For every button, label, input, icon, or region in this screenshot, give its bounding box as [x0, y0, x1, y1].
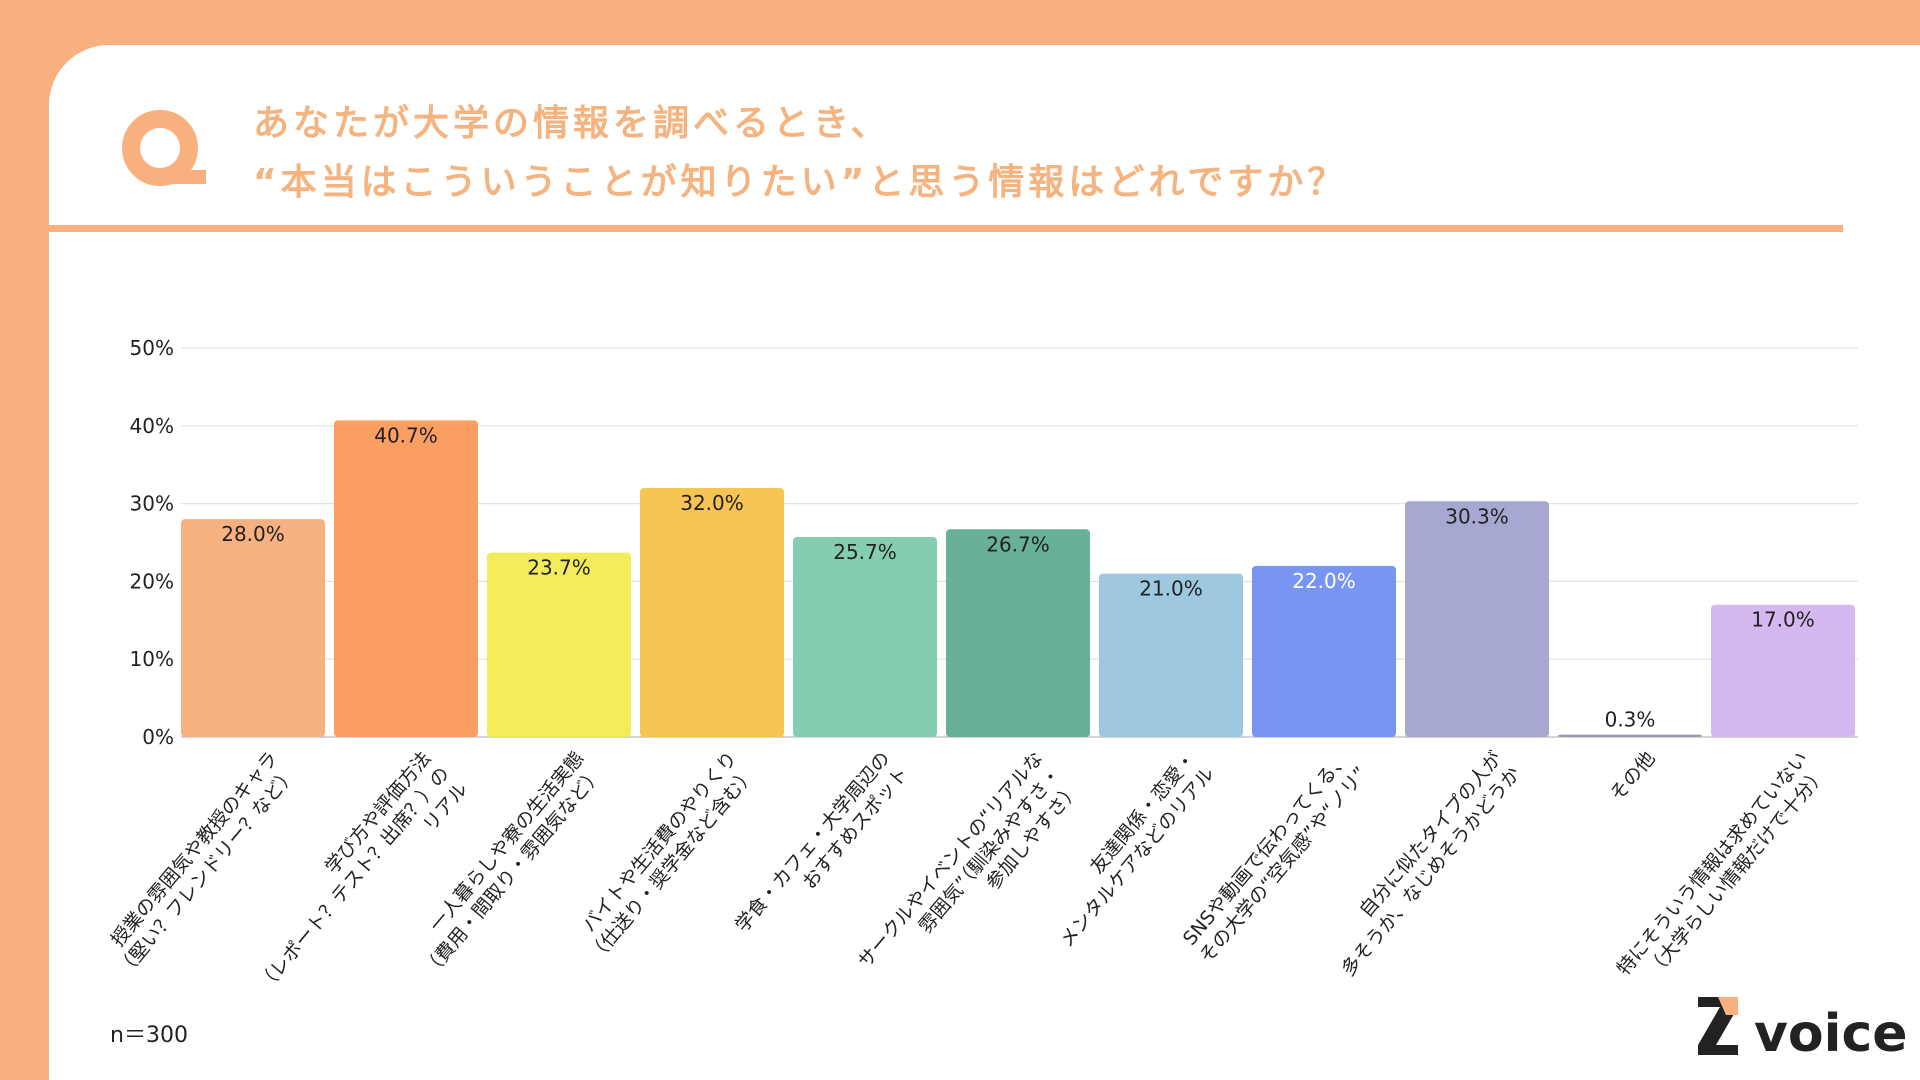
x-tick-label-line: その他 — [1606, 748, 1660, 806]
data-label: 28.0% — [221, 522, 285, 546]
x-tick-label-line: 雰囲気”（馴染みやすさ・ — [914, 763, 1065, 938]
y-tick-label: 0% — [142, 725, 174, 749]
bar — [946, 529, 1090, 737]
zvoice-logo: voice — [1698, 997, 1908, 1060]
data-label: 0.3% — [1605, 708, 1656, 732]
data-label: 23.7% — [527, 556, 591, 580]
title-divider — [49, 225, 1843, 232]
x-tick-label: 授業の雰囲気や教授のキャラ（堅い？フレンドリー？など） — [95, 748, 301, 981]
bar — [1558, 734, 1702, 737]
x-tick-label-line: （大学らしい情報だけで十分） — [1643, 763, 1831, 981]
bar — [1711, 604, 1855, 737]
bar — [334, 420, 478, 737]
data-label: 30.3% — [1445, 504, 1509, 528]
data-label: 22.0% — [1292, 569, 1356, 593]
svg-text:voice: voice — [1754, 1004, 1908, 1060]
y-tick-label: 10% — [130, 647, 174, 671]
x-tick-label-line: （堅い？フレンドリー？など） — [113, 763, 301, 981]
bar — [1405, 501, 1549, 737]
title-line-2: “本当はこういうことが知りたい”と思う情報はどれですか？ — [253, 162, 1348, 203]
y-tick-label: 30% — [130, 492, 174, 516]
bar — [487, 552, 631, 737]
data-label: 25.7% — [833, 540, 897, 564]
y-tick-label: 40% — [130, 414, 174, 438]
data-label: 17.0% — [1751, 608, 1815, 632]
data-label: 26.7% — [986, 532, 1050, 556]
data-label: 40.7% — [374, 423, 438, 447]
y-tick-label: 20% — [130, 569, 174, 593]
x-tick-label: その他 — [1606, 748, 1660, 806]
bar — [640, 488, 784, 737]
x-tick-label-line: 特にそういう情報は求めていない — [1613, 748, 1813, 980]
bar — [181, 519, 325, 737]
x-tick-label-line: 多そうか、なじめそうかどうか — [1337, 763, 1525, 981]
x-tick-label-line: （仕送り・奨学金など含む） — [584, 763, 760, 966]
q-icon — [122, 110, 206, 186]
question-title: あなたが大学の情報を調べるとき、 “本当はこういうことが知りたい”と思う情報はど… — [253, 94, 1347, 212]
title-line-1: あなたが大学の情報を調べるとき、 — [253, 103, 891, 144]
data-label: 21.0% — [1139, 577, 1203, 601]
bar — [1099, 573, 1243, 737]
x-tick-label-line: その大学の“空気感”や“ノリ” — [1195, 763, 1372, 967]
y-tick-label: 50% — [130, 336, 174, 360]
sample-size: n＝300 — [110, 1023, 188, 1048]
bar — [793, 537, 937, 737]
bar — [1252, 565, 1396, 737]
x-tick-label-line: 自分に似たタイプの人が — [1355, 748, 1506, 922]
x-tick-label-line: 授業の雰囲気や教授のキャラ — [107, 748, 283, 951]
data-label: 32.0% — [680, 491, 744, 515]
x-tick-label: 特にそういう情報は求めていない（大学らしい情報だけで十分） — [1613, 748, 1831, 996]
